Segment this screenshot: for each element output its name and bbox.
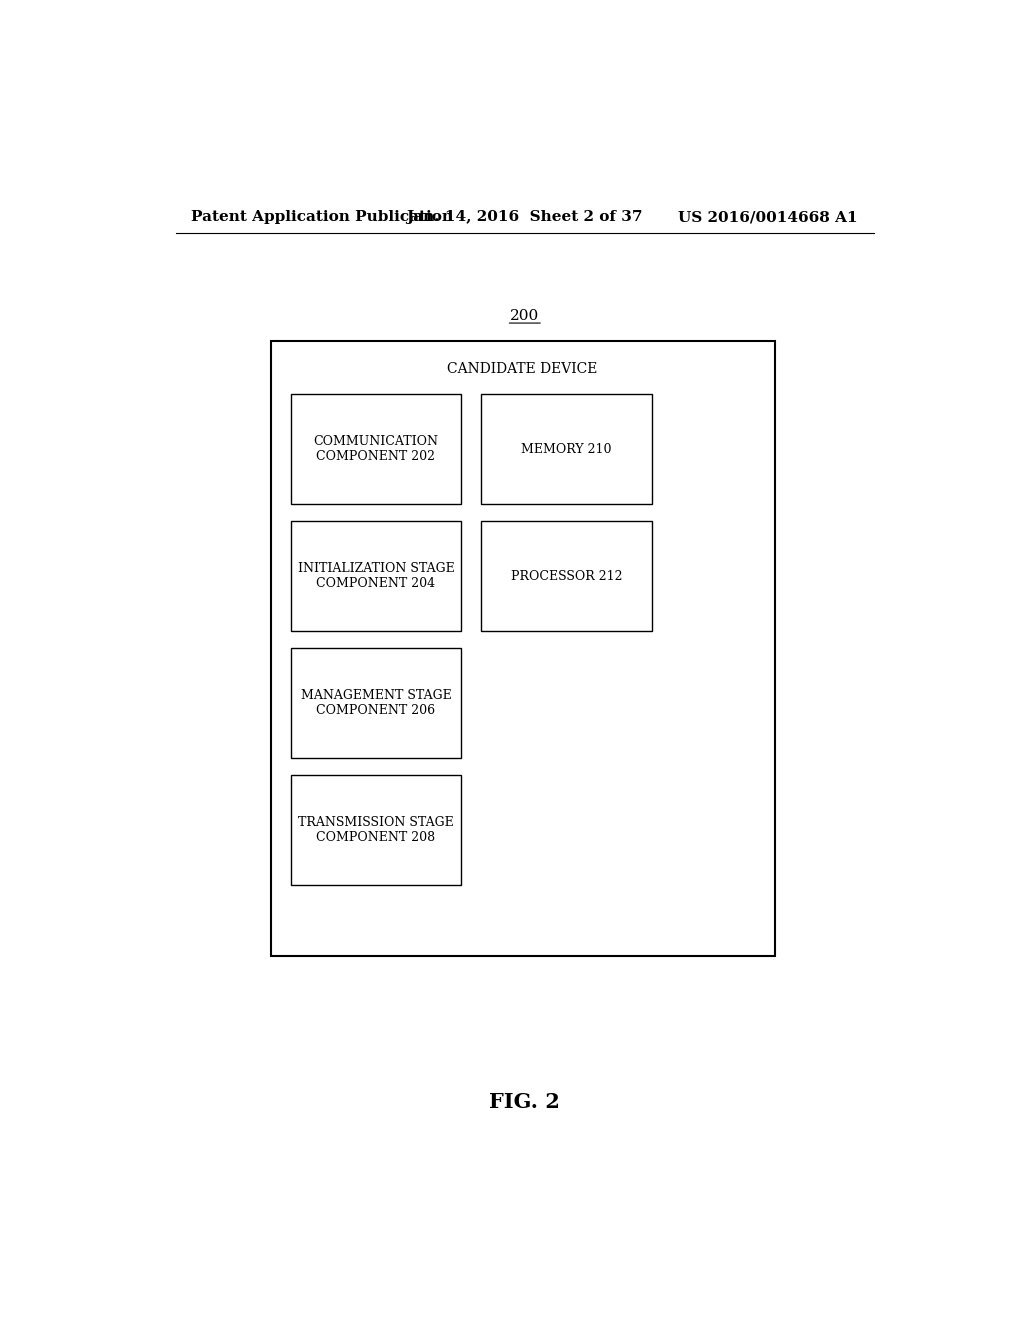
Text: PROCESSOR 212: PROCESSOR 212 xyxy=(511,570,623,582)
FancyBboxPatch shape xyxy=(481,521,652,631)
FancyBboxPatch shape xyxy=(291,775,461,886)
FancyBboxPatch shape xyxy=(481,395,652,504)
Text: MANAGEMENT STAGE
COMPONENT 206: MANAGEMENT STAGE COMPONENT 206 xyxy=(301,689,452,717)
Text: MEMORY 210: MEMORY 210 xyxy=(521,442,611,455)
Text: COMMUNICATION
COMPONENT 202: COMMUNICATION COMPONENT 202 xyxy=(313,436,438,463)
Text: CANDIDATE DEVICE: CANDIDATE DEVICE xyxy=(447,362,598,376)
FancyBboxPatch shape xyxy=(291,648,461,758)
Text: Jan. 14, 2016  Sheet 2 of 37: Jan. 14, 2016 Sheet 2 of 37 xyxy=(407,210,643,224)
Text: FIG. 2: FIG. 2 xyxy=(489,1092,560,1111)
FancyBboxPatch shape xyxy=(291,521,461,631)
FancyBboxPatch shape xyxy=(270,342,775,956)
Text: US 2016/0014668 A1: US 2016/0014668 A1 xyxy=(679,210,858,224)
FancyBboxPatch shape xyxy=(291,395,461,504)
Text: TRANSMISSION STAGE
COMPONENT 208: TRANSMISSION STAGE COMPONENT 208 xyxy=(298,816,454,845)
Text: Patent Application Publication: Patent Application Publication xyxy=(191,210,454,224)
Text: INITIALIZATION STAGE
COMPONENT 204: INITIALIZATION STAGE COMPONENT 204 xyxy=(298,562,455,590)
Text: 200: 200 xyxy=(510,309,540,323)
